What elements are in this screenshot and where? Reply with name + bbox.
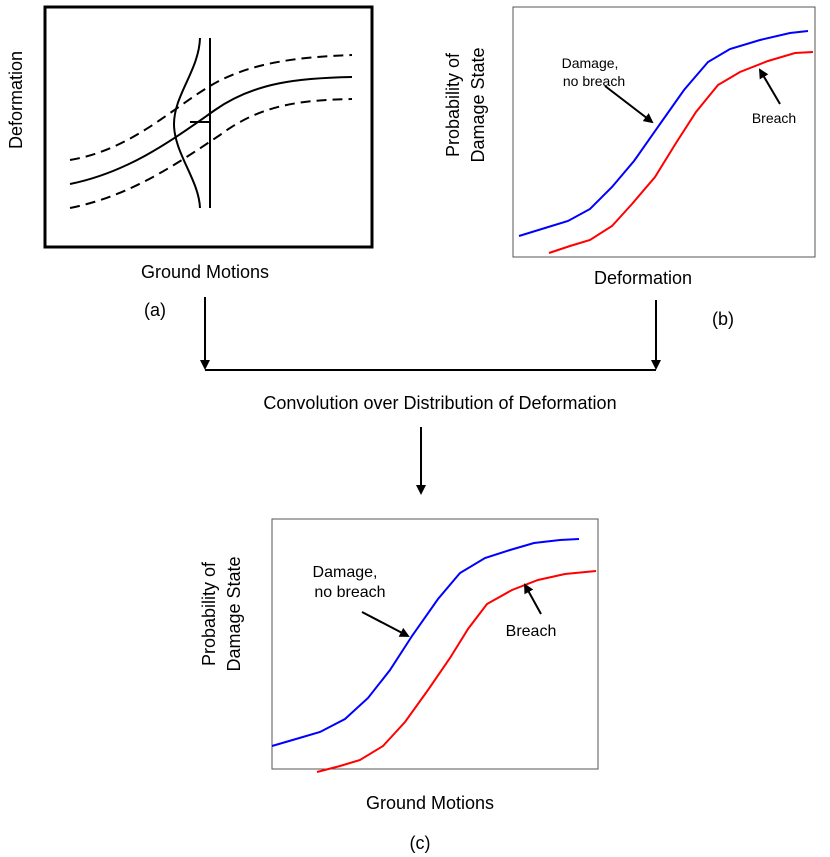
panel-b-damage-label-1: Damage, [562, 55, 619, 71]
panel-a-frame [43, 5, 374, 249]
panel-c-tag: (c) [410, 833, 431, 853]
panel-b-breach-arrow [758, 68, 781, 105]
convolution-label: Convolution over Distribution of Deforma… [263, 393, 616, 413]
panel-b-xlabel: Deformation [594, 268, 692, 288]
panel-b-damage-arrow [604, 85, 654, 124]
panel-b-ylabel-2: Damage State [468, 47, 488, 162]
panel-b: Damage, no breach Breach Probability of … [443, 6, 816, 329]
panel-b-damage-curve [518, 30, 809, 237]
flow-connector: Convolution over Distribution of Deforma… [200, 297, 661, 495]
panel-a-upper-bound [69, 54, 353, 161]
panel-c-breach-arrow [524, 583, 542, 615]
panel-b-breach-curve [548, 51, 814, 254]
panel-b-frame [512, 6, 816, 258]
panel-c-breach-curve [316, 570, 597, 773]
panel-b-tag: (b) [712, 309, 734, 329]
panel-c: Damage, no breach Breach Probability of … [199, 518, 599, 853]
panel-a: Deformation Ground Motions (a) [6, 5, 374, 320]
panel-c-damage-arrow [361, 611, 410, 637]
panel-c-ylabel-2: Damage State [224, 556, 244, 671]
panel-a-ylabel: Deformation [6, 51, 26, 149]
panel-c-damage-curve [271, 538, 580, 747]
panel-c-ylabel-1: Probability of [199, 561, 219, 666]
panel-a-xlabel: Ground Motions [141, 262, 269, 282]
panel-b-damage-label-2: no breach [563, 73, 625, 89]
panel-a-lower-bound [69, 98, 353, 209]
panel-c-xlabel: Ground Motions [366, 793, 494, 813]
panel-b-ylabel-1: Probability of [443, 52, 463, 157]
panel-c-breach-label: Breach [506, 623, 557, 640]
panel-c-frame [271, 518, 599, 770]
panel-b-breach-label: Breach [752, 110, 796, 126]
panel-c-damage-label-1: Damage, [313, 564, 378, 581]
panel-a-tag: (a) [144, 300, 166, 320]
panel-a-mean-curve [69, 76, 353, 185]
panel-a-distribution-curve [172, 37, 201, 209]
panel-c-damage-label-2: no breach [314, 584, 385, 601]
